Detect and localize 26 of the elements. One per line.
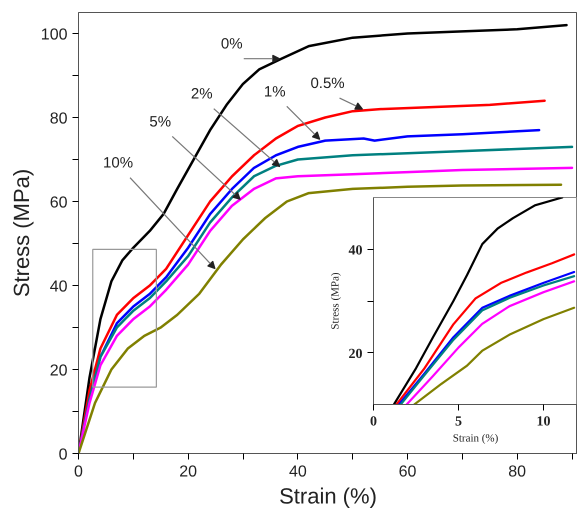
x-tick-label: 80 <box>508 464 526 480</box>
y-tick-label: 60 <box>50 194 68 212</box>
x-axis-title: Strain (%) <box>452 432 499 444</box>
x-tick-label: 40 <box>288 464 307 480</box>
line-series <box>392 198 564 404</box>
x-tick-label: 5 <box>455 414 462 430</box>
y-tick-label: 20 <box>50 362 68 380</box>
y-tick-label: 40 <box>50 278 68 296</box>
y-axis-title: Stress (MPa) <box>330 272 342 330</box>
x-axis-title: Strain (%) <box>279 484 377 508</box>
y-axis-title: Stress (MPa) <box>8 168 34 298</box>
annotation: 5% <box>149 113 172 130</box>
x-tick-label: 60 <box>398 464 417 480</box>
y-tick-label: 0 <box>58 446 68 464</box>
annotation: 0% <box>220 36 243 53</box>
y-tick-label: 100 <box>40 26 68 44</box>
x-tick-label: 0 <box>74 464 84 480</box>
x-tick-label: 10 <box>536 414 550 430</box>
y-tick-label: 80 <box>50 110 68 128</box>
line-series <box>413 306 576 404</box>
annotation: 1% <box>264 83 286 100</box>
annotation: 0.5% <box>310 75 345 92</box>
x-tick-label: 20 <box>179 464 198 480</box>
annotation: 10% <box>103 154 134 172</box>
annotation: 2% <box>190 86 213 103</box>
x-tick-label: 0 <box>370 414 377 430</box>
